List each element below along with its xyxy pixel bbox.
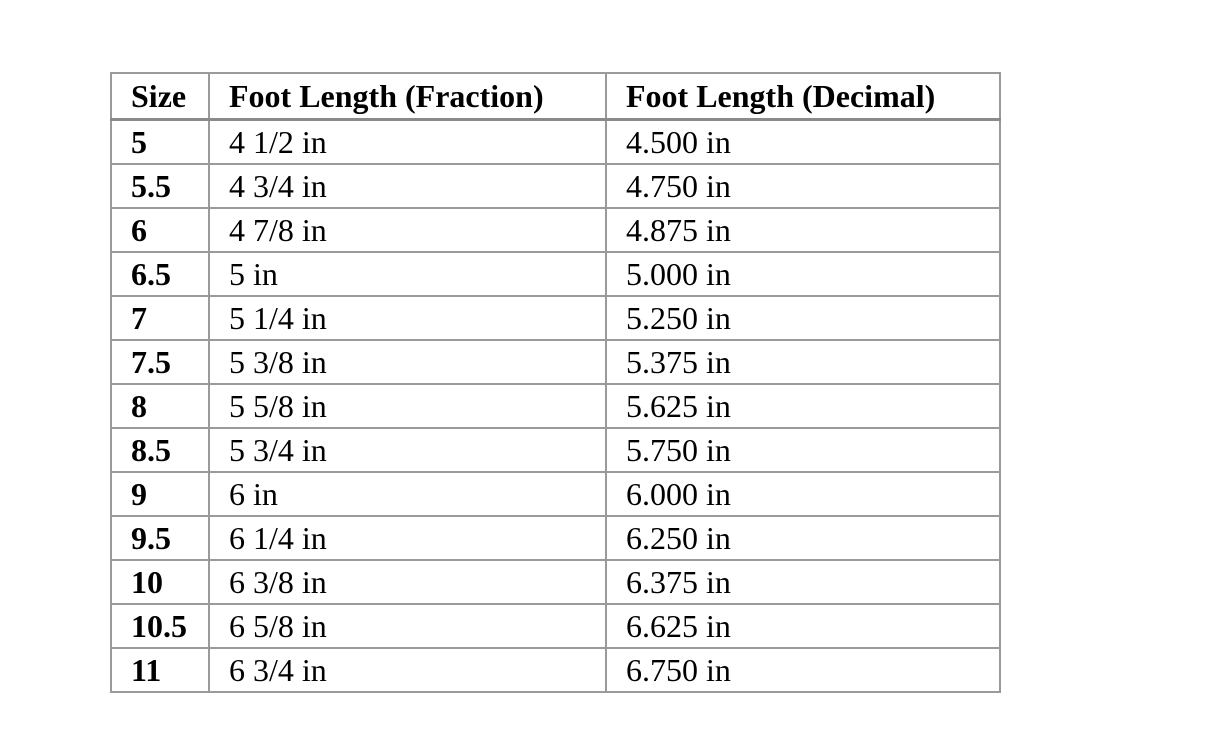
header-size: Size — [110, 72, 210, 121]
decimal-cell: 6.250 in — [605, 515, 1001, 561]
decimal-cell: 5.000 in — [605, 251, 1001, 297]
fraction-cell: 6 3/4 in — [208, 647, 607, 693]
fraction-cell: 6 3/8 in — [208, 559, 607, 605]
decimal-cell: 5.250 in — [605, 295, 1001, 341]
fraction-cell: 4 1/2 in — [208, 118, 607, 165]
size-chart-table: Size Foot Length (Fraction) Foot Length … — [110, 72, 1001, 693]
fraction-cell: 5 1/4 in — [208, 295, 607, 341]
fraction-cell: 4 7/8 in — [208, 207, 607, 253]
table-row: 11 6 3/4 in 6.750 in — [110, 647, 1001, 693]
size-cell: 7 — [110, 295, 210, 341]
size-cell: 6.5 — [110, 251, 210, 297]
size-cell: 11 — [110, 647, 210, 693]
decimal-cell: 6.750 in — [605, 647, 1001, 693]
size-cell: 5 — [110, 118, 210, 165]
header-row: Size Foot Length (Fraction) Foot Length … — [110, 72, 1001, 121]
size-cell: 5.5 — [110, 163, 210, 209]
fraction-cell: 5 in — [208, 251, 607, 297]
decimal-cell: 6.625 in — [605, 603, 1001, 649]
size-cell: 8 — [110, 383, 210, 429]
table-row: 10 6 3/8 in 6.375 in — [110, 559, 1001, 605]
size-cell: 10.5 — [110, 603, 210, 649]
decimal-cell: 6.000 in — [605, 471, 1001, 517]
fraction-cell: 6 1/4 in — [208, 515, 607, 561]
size-cell: 6 — [110, 207, 210, 253]
decimal-cell: 4.500 in — [605, 118, 1001, 165]
table-row: 5.5 4 3/4 in 4.750 in — [110, 163, 1001, 209]
header-foot-length-fraction: Foot Length (Fraction) — [208, 72, 607, 121]
fraction-cell: 6 5/8 in — [208, 603, 607, 649]
decimal-cell: 5.375 in — [605, 339, 1001, 385]
size-cell: 10 — [110, 559, 210, 605]
decimal-cell: 5.625 in — [605, 383, 1001, 429]
fraction-cell: 5 3/4 in — [208, 427, 607, 473]
fraction-cell: 6 in — [208, 471, 607, 517]
table-row: 7.5 5 3/8 in 5.375 in — [110, 339, 1001, 385]
table-row: 9.5 6 1/4 in 6.250 in — [110, 515, 1001, 561]
fraction-cell: 5 5/8 in — [208, 383, 607, 429]
decimal-cell: 5.750 in — [605, 427, 1001, 473]
decimal-cell: 6.375 in — [605, 559, 1001, 605]
fraction-cell: 4 3/4 in — [208, 163, 607, 209]
size-cell: 8.5 — [110, 427, 210, 473]
table-row: 10.5 6 5/8 in 6.625 in — [110, 603, 1001, 649]
size-cell: 7.5 — [110, 339, 210, 385]
table-row: 6.5 5 in 5.000 in — [110, 251, 1001, 297]
fraction-cell: 5 3/8 in — [208, 339, 607, 385]
header-foot-length-decimal: Foot Length (Decimal) — [605, 72, 1001, 121]
size-cell: 9 — [110, 471, 210, 517]
decimal-cell: 4.875 in — [605, 207, 1001, 253]
table-row: 8.5 5 3/4 in 5.750 in — [110, 427, 1001, 473]
decimal-cell: 4.750 in — [605, 163, 1001, 209]
size-cell: 9.5 — [110, 515, 210, 561]
